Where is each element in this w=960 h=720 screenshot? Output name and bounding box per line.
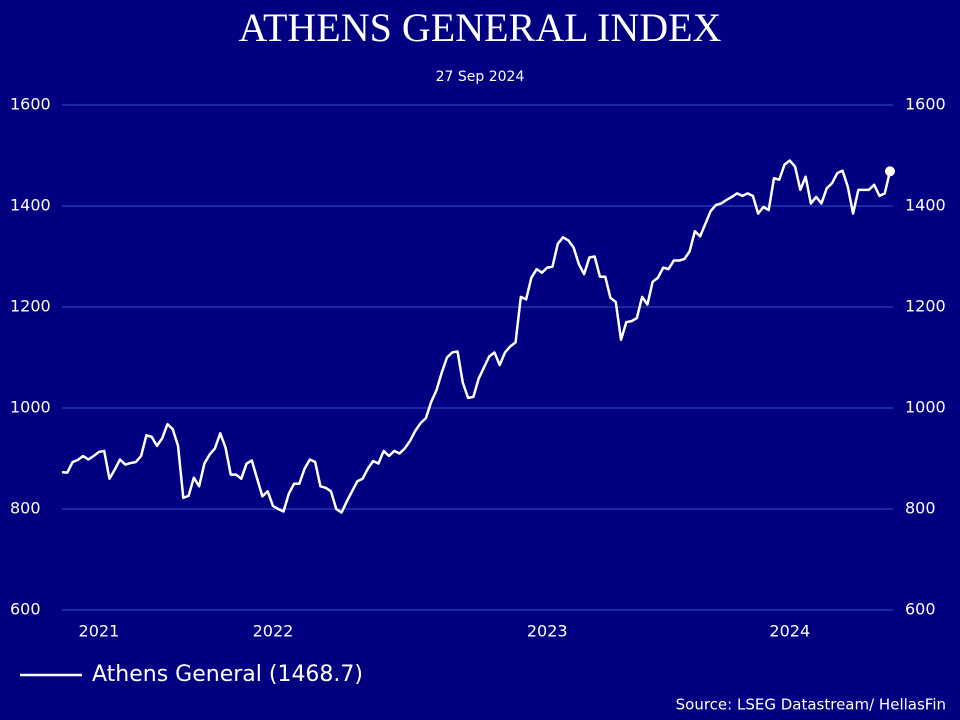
y2-tick-label: 800 <box>905 499 936 518</box>
chart-subtitle: 27 Sep 2024 <box>436 69 525 85</box>
y2-tick-label: 1400 <box>905 196 946 215</box>
x-tick-label: 2022 <box>253 622 294 641</box>
x-tick-label: 2023 <box>527 622 568 641</box>
y2-tick-label: 1200 <box>905 297 946 316</box>
y-tick-label: 1600 <box>10 95 51 114</box>
x-tick-label: 2021 <box>79 622 120 641</box>
x-tick-label: 2024 <box>769 622 810 641</box>
y2-tick-label: 600 <box>905 600 936 619</box>
y-tick-label: 1200 <box>10 297 51 316</box>
series-line <box>61 159 892 514</box>
legend-label: Athens General (1468.7) <box>92 662 363 687</box>
y2-tick-label: 1000 <box>905 398 946 417</box>
y-tick-label: 1400 <box>10 196 51 215</box>
chart-title: ATHENS GENERAL INDEX <box>239 5 722 50</box>
y-tick-label: 800 <box>10 499 41 518</box>
y2-tick-label: 1600 <box>905 95 946 114</box>
source-note: Source: LSEG Datastream/ HellasFin <box>676 696 946 714</box>
y-tick-label: 1000 <box>10 398 51 417</box>
last-point <box>885 166 895 177</box>
y-tick-label: 600 <box>10 600 41 619</box>
